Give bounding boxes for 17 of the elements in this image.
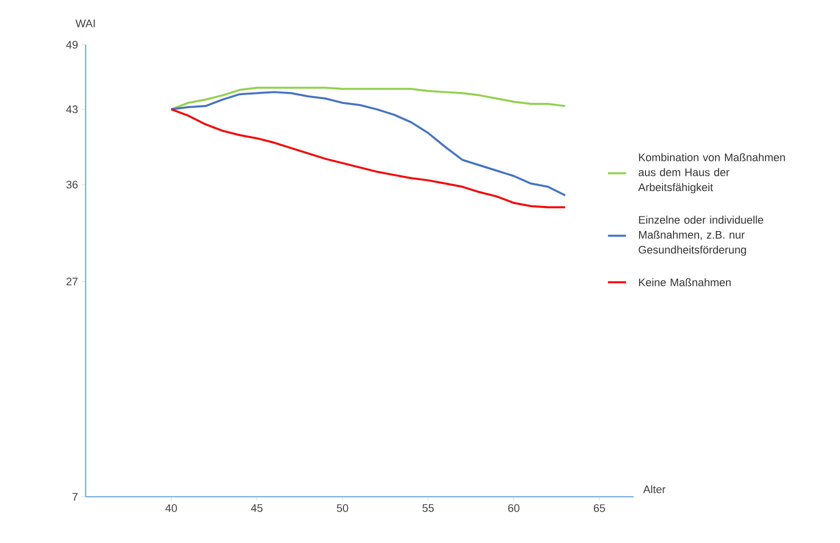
line-series (170, 91, 566, 196)
x-tick-label: 45 (251, 504, 263, 512)
x-tick-label: 55 (422, 504, 434, 512)
legend-label: Keine Maßnahmen (639, 278, 731, 286)
x-tick-label: 60 (508, 504, 520, 512)
y-tick-label: 43 (66, 105, 78, 114)
y-tick-label: 27 (66, 278, 78, 286)
legend-label: Kombination von Maßnahmen aus dem Haus der Arbeitsfähigkeit (638, 153, 785, 194)
y-tick-label: 7 (72, 492, 78, 500)
y-tick-label: 49 (66, 40, 78, 49)
x-tick-label: 40 (165, 504, 177, 512)
legend-label: Einzelne oder individuelle Maßnahmen, z.B. nur Gesundheitsförderung (638, 216, 764, 256)
y-axis-title: WAI (76, 20, 95, 28)
y-tick-label: 36 (66, 180, 78, 188)
x-tick-label: 65 (594, 504, 606, 512)
x-axis-title: Alter (643, 485, 666, 494)
x-tick-label: 50 (336, 504, 348, 512)
